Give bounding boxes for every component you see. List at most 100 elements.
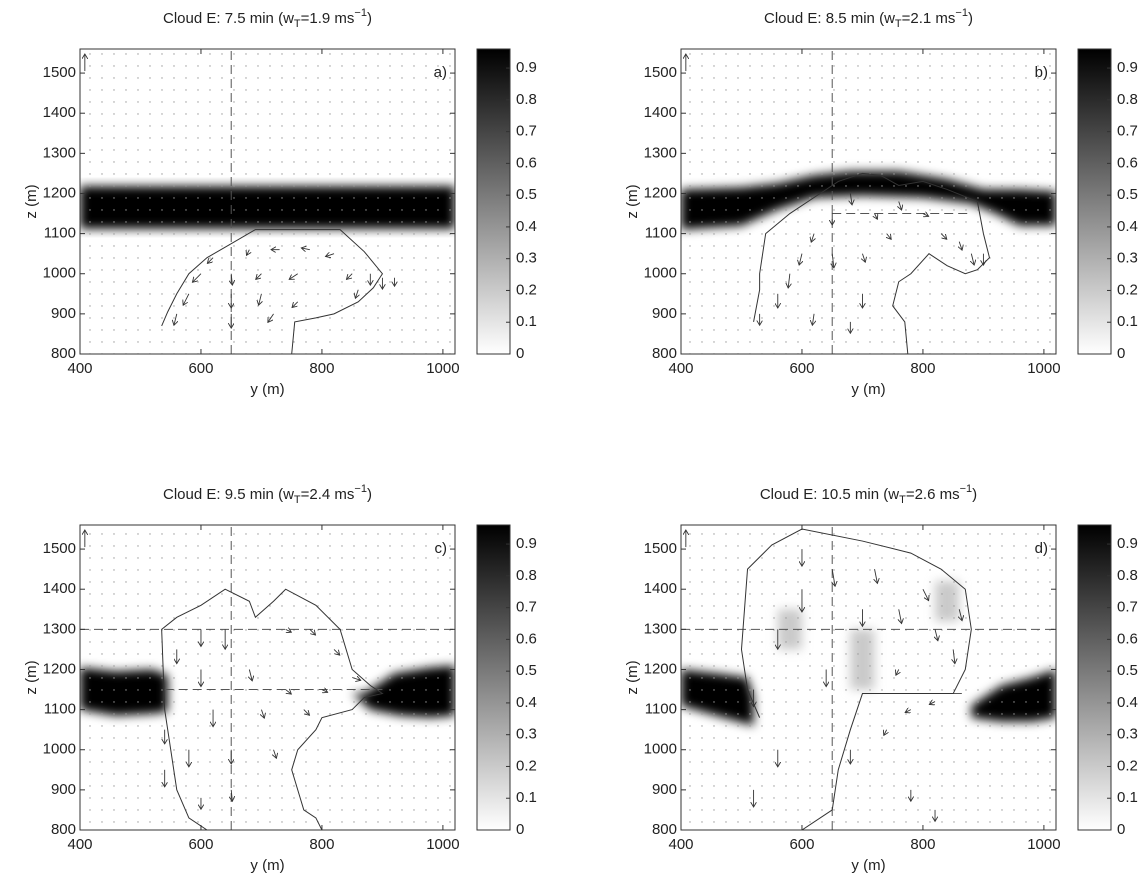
x-tick-label: 1000 (426, 836, 459, 853)
title-part: T (895, 18, 902, 30)
panel: 400 600 800 1000 800 900 1000 1100 1200 1300 1400 1… (624, 483, 1138, 874)
panel-title: Cloud E: 9.5 min (wT=2.4 ms−1) (163, 483, 372, 506)
colorbar-tick-label: 0.4 (516, 694, 537, 711)
colorbar-tick-label: 0 (516, 821, 524, 838)
title-part: −1 (955, 7, 968, 19)
wind-vector (959, 241, 962, 251)
y-tick-label: 800 (51, 345, 76, 362)
wind-vector (285, 690, 292, 695)
wind-vector (862, 253, 865, 263)
colorbar-tick-label: 0.7 (1117, 123, 1138, 140)
title-part: T (899, 494, 906, 506)
colorbar-tick-label: 0.7 (516, 123, 537, 140)
wind-vector (905, 710, 912, 713)
colorbar-tick-label: 0.3 (1117, 250, 1138, 267)
wind-vector (325, 254, 335, 257)
colorbar (476, 48, 511, 355)
title-part: ) (367, 10, 372, 27)
panel-title: Cloud E: 10.5 min (wT=2.6 ms−1) (760, 483, 977, 506)
vector-grid (80, 49, 455, 354)
y-tick-label: 1200 (43, 184, 76, 201)
y-axis-label: z (m) (624, 660, 641, 694)
colorbar-tick-label: 0.9 (516, 535, 537, 552)
cloud-outline (740, 528, 972, 830)
x-tick-label: 600 (789, 360, 814, 377)
wind-vector (261, 709, 264, 719)
y-tick-label: 1400 (43, 104, 76, 121)
colorbar-tick-label: 0.5 (1117, 662, 1138, 679)
y-tick-label: 1000 (644, 741, 677, 758)
y-tick-label: 1200 (644, 660, 677, 677)
wind-vector (896, 669, 899, 675)
title-part: Cloud E: 8.5 min (w (764, 10, 895, 27)
colorbar-tick-label: 0.6 (1117, 630, 1138, 647)
colorbar (1077, 524, 1112, 831)
y-tick-label: 1500 (644, 540, 677, 557)
wind-vector (953, 649, 955, 663)
x-tick-label: 800 (910, 360, 935, 377)
wind-vector (935, 629, 938, 640)
x-tick-label: 600 (188, 360, 213, 377)
y-tick-label: 1000 (43, 741, 76, 758)
wind-vector (309, 629, 316, 635)
wind-vector (303, 709, 310, 716)
wind-vector (247, 249, 250, 256)
colorbar (476, 524, 511, 831)
wind-vector (899, 201, 902, 211)
vector-grid (681, 525, 1056, 830)
wind-vector (231, 789, 232, 801)
x-axis-label: y (m) (250, 857, 284, 874)
wind-vector (207, 257, 214, 264)
colorbar-tick-label: 0.4 (1117, 218, 1138, 235)
x-tick-label: 600 (188, 836, 213, 853)
x-tick-label: 1000 (1027, 360, 1060, 377)
x-tick-label: 600 (789, 836, 814, 853)
title-part: =1.9 ms (301, 10, 355, 27)
y-tick-label: 900 (652, 781, 677, 798)
cloud-outline (161, 229, 384, 354)
y-tick-label: 900 (51, 305, 76, 322)
cloud-outline (161, 588, 384, 830)
wind-vector (259, 293, 262, 305)
y-tick-label: 1200 (43, 660, 76, 677)
panel: 400 600 800 1000 800 900 1000 1100 1200 1300 1400 1… (23, 483, 537, 874)
y-tick-label: 1400 (43, 580, 76, 597)
wind-vector (922, 589, 929, 600)
y-tick-label: 1100 (44, 225, 76, 242)
y-tick-label: 1100 (645, 225, 677, 242)
x-axis-label: y (m) (250, 381, 284, 398)
wind-vector (352, 678, 361, 681)
wind-vector (799, 253, 802, 265)
plot-frame (79, 48, 456, 355)
colorbar-tick-label: 0 (1117, 345, 1125, 362)
wind-vector (875, 213, 878, 220)
x-axis-label: y (m) (851, 857, 885, 874)
colorbar-tick-label: 0.7 (1117, 599, 1138, 616)
colorbar-tick-label: 0.5 (516, 662, 537, 679)
y-tick-label: 1200 (644, 184, 677, 201)
y-tick-label: 1300 (644, 144, 677, 161)
panel-title: Cloud E: 8.5 min (wT=2.1 ms−1) (764, 7, 973, 30)
colorbar-tick-label: 0.2 (1117, 757, 1138, 774)
wind-vector (256, 273, 262, 280)
y-tick-label: 1000 (644, 265, 677, 282)
panel-label: b) (1035, 64, 1048, 81)
cloud-outline (753, 172, 991, 354)
x-tick-label: 800 (910, 836, 935, 853)
x-tick-label: 1000 (1027, 836, 1060, 853)
wind-vector (268, 313, 274, 323)
colorbar-tick-label: 0.8 (1117, 91, 1138, 108)
colorbar-tick-label: 0.6 (516, 630, 537, 647)
vector-grid (80, 525, 455, 830)
wind-vector (333, 649, 340, 655)
colorbar-tick-label: 0.7 (516, 599, 537, 616)
title-part: ) (968, 10, 973, 27)
colorbar-tick-label: 0.5 (1117, 186, 1138, 203)
panel-label: c) (435, 540, 448, 557)
y-tick-label: 1300 (644, 620, 677, 637)
y-tick-label: 1500 (644, 64, 677, 81)
y-tick-label: 800 (51, 821, 76, 838)
title-part: −1 (354, 7, 367, 19)
wind-vector (355, 289, 358, 299)
title-part: −1 (354, 483, 367, 495)
